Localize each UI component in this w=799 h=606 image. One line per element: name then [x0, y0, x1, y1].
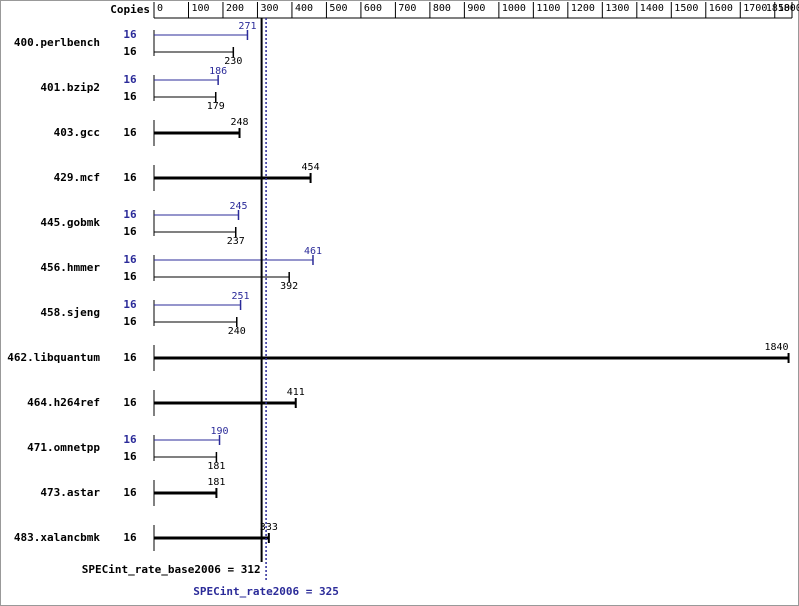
value-label: 411 [287, 387, 305, 398]
category-label: 473.astar [40, 486, 100, 499]
value-label: 271 [238, 21, 256, 32]
copies-label: 16 [123, 396, 137, 409]
reference-label: SPECint_rate2006 = 325 [193, 585, 339, 598]
category-label: 401.bzip2 [40, 81, 100, 94]
copies-label: 16 [123, 225, 137, 238]
copies-label: 16 [123, 450, 137, 463]
category-label: 429.mcf [54, 171, 100, 184]
x-tick-label: 1800 [778, 3, 799, 14]
copies-header: Copies [110, 3, 150, 16]
copies-label: 16 [123, 28, 137, 41]
x-tick-label: 1000 [502, 3, 526, 14]
x-tick-label: 400 [295, 3, 313, 14]
copies-label: 16 [123, 126, 137, 139]
value-label: 1840 [764, 342, 788, 353]
copies-label: 16 [123, 90, 137, 103]
value-label: 179 [207, 101, 225, 112]
x-tick-label: 200 [226, 3, 244, 14]
category-label: 462.libquantum [7, 351, 100, 364]
value-label: 245 [229, 201, 247, 212]
x-tick-label: 1700 [743, 3, 767, 14]
copies-label: 16 [123, 315, 137, 328]
x-tick-label: 1850 [766, 3, 790, 14]
x-tick-label: 700 [398, 3, 416, 14]
copies-label: 16 [123, 253, 137, 266]
value-label: 251 [232, 291, 250, 302]
value-label: 181 [207, 477, 225, 488]
category-label: 464.h264ref [27, 396, 100, 409]
copies-label: 16 [123, 298, 137, 311]
category-label: 458.sjeng [40, 306, 100, 319]
value-label: 248 [230, 117, 248, 128]
x-tick-label: 300 [260, 3, 278, 14]
category-label: 456.hmmer [40, 261, 100, 274]
copies-label: 16 [123, 486, 137, 499]
x-tick-label: 1400 [640, 3, 664, 14]
x-tick-label: 1300 [605, 3, 629, 14]
value-label: 181 [207, 461, 225, 472]
copies-label: 16 [123, 351, 137, 364]
category-label: 445.gobmk [40, 216, 100, 229]
copies-label: 16 [123, 433, 137, 446]
copies-label: 16 [123, 171, 137, 184]
x-tick-label: 100 [191, 3, 209, 14]
copies-label: 16 [123, 208, 137, 221]
x-tick-label: 600 [364, 3, 382, 14]
reference-label: SPECint_rate_base2006 = 312 [82, 563, 261, 576]
x-tick-label: 800 [433, 3, 451, 14]
category-label: 403.gcc [54, 126, 100, 139]
value-label: 333 [260, 522, 278, 533]
x-tick-label: 1500 [674, 3, 698, 14]
x-tick-label: 1100 [536, 3, 560, 14]
value-label: 190 [210, 426, 228, 437]
x-tick-label: 0 [157, 3, 163, 14]
x-tick-label: 1600 [709, 3, 733, 14]
x-tick-label: 900 [467, 3, 485, 14]
value-label: 186 [209, 66, 227, 77]
copies-label: 16 [123, 45, 137, 58]
value-label: 230 [224, 56, 242, 67]
x-tick-label: 1200 [571, 3, 595, 14]
category-label: 400.perlbench [14, 36, 100, 49]
category-label: 483.xalancbmk [14, 531, 100, 544]
category-label: 471.omnetpp [27, 441, 100, 454]
value-label: 461 [304, 246, 322, 257]
value-label: 392 [280, 281, 298, 292]
x-tick-label: 500 [329, 3, 347, 14]
value-label: 240 [228, 326, 246, 337]
copies-label: 16 [123, 270, 137, 283]
copies-label: 16 [123, 73, 137, 86]
copies-label: 16 [123, 531, 137, 544]
value-label: 237 [227, 236, 245, 247]
value-label: 454 [302, 162, 320, 173]
